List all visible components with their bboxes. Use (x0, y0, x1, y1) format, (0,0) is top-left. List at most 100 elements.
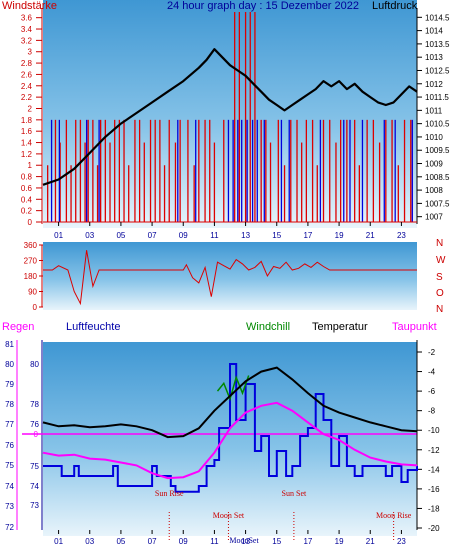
dewpoint-legend: Taupunkt (392, 321, 437, 333)
rain-tick-label: 73 (5, 502, 14, 511)
rain-tick-label: 75 (5, 461, 14, 470)
direction-tick-label: 270 (24, 257, 38, 266)
wind-tick-label: 2.2 (21, 93, 33, 102)
x-tick-label: 03 (85, 231, 94, 240)
rain-axis-title: Regen (2, 321, 34, 333)
humidity-tick-label: 73 (30, 501, 39, 510)
x-tick-label: 19 (335, 537, 344, 546)
x-tick-label: 21 (366, 537, 375, 546)
compass-label: N (436, 304, 443, 315)
event-label: Moon Rise (376, 511, 412, 520)
x-tick-label: 15 (272, 231, 281, 240)
temperature-line (42, 366, 418, 439)
windchill-legend: Windchill (246, 321, 290, 333)
x-tick-label: 11 (210, 537, 219, 546)
temperature-tick-label: -12 (428, 446, 440, 455)
wind-tick-label: 2 (28, 104, 33, 113)
pressure-tick-label: 1012.5 (425, 66, 450, 75)
wind-tick-label: 1 (28, 161, 33, 170)
wind-pressure-layer: 3.6 3.4 3.2 3 2.8 2.6 2.4 2.2 2 1.8 1.6 1.4 1.2 1 0.8 0… (21, 8, 450, 240)
x-tick-label: 17 (303, 231, 312, 240)
x-tick-label: 23 (397, 231, 406, 240)
pressure-axis-title: Luftdruck (372, 0, 418, 12)
temperature-tick-label: -4 (428, 368, 436, 377)
rain-tick-label: 76 (5, 441, 14, 450)
wind-direction-line (43, 250, 417, 306)
humidity-axis-title: Luftfeuchte (66, 321, 120, 333)
pressure-tick-label: 1007 (425, 213, 443, 222)
event-label: MoonSet (229, 536, 259, 545)
humidity-tick-label: 75 (30, 462, 39, 471)
x-tick-label: 07 (148, 537, 157, 546)
x-tick-label: 15 (272, 537, 281, 546)
pressure-tick-label: 1013.5 (425, 40, 450, 49)
temperature-tick-label: -14 (428, 465, 440, 474)
x-tick-label: 19 (335, 231, 344, 240)
temperature-tick-label: -6 (428, 387, 436, 396)
x-tick-label: 07 (148, 231, 157, 240)
rain-tick-label: 74 (5, 482, 14, 491)
windchill-line (216, 375, 250, 402)
wind-tick-label: 3 (28, 48, 33, 57)
wind-tick-label: 1.8 (21, 116, 33, 125)
wind-tick-label: 0.6 (21, 184, 33, 193)
temperature-tick-label: -18 (428, 504, 440, 513)
pressure-tick-label: 1011 (425, 106, 443, 115)
wind-tick-label: 0.8 (21, 173, 33, 182)
pressure-tick-label: 1009 (425, 160, 443, 169)
pressure-tick-label: 1008 (425, 186, 443, 195)
pressure-tick-label: 1013 (425, 53, 443, 62)
rain-tick-label: 79 (5, 380, 14, 389)
x-tick-label: 05 (116, 231, 125, 240)
wind-tick-label: 3.2 (21, 36, 33, 45)
rain-tick-label: 81 (5, 340, 14, 349)
wind-tick-label: 0 (28, 218, 33, 227)
x-tick-label: 09 (179, 231, 188, 240)
pressure-line (42, 48, 418, 186)
wind-tick-label: 1.2 (21, 150, 33, 159)
wind-tick-label: 1.4 (21, 139, 33, 148)
humidity-tick-label: 76 (30, 420, 39, 429)
wind-tick-label: 2.6 (21, 70, 33, 79)
x-tick-label: 01 (54, 537, 63, 546)
pressure-tick-label: 1010.5 (425, 120, 450, 129)
humidity-tick-label: 80 (30, 360, 39, 369)
humidity-line (43, 363, 418, 493)
pressure-tick-label: 1011.5 (425, 93, 449, 102)
wind-tick-label: 2.8 (21, 59, 33, 68)
direction-tick-label: 360 (24, 241, 38, 250)
pressure-tick-label: 1010 (425, 133, 443, 142)
x-tick-label: 23 (397, 537, 406, 546)
dewpoint-line (42, 401, 418, 480)
pressure-tick-label: 1012 (425, 80, 443, 89)
wind-tick-label: 0.4 (21, 195, 33, 204)
pressure-tick-label: 1007.5 (425, 199, 450, 208)
x-tick-label: 17 (303, 537, 312, 546)
x-tick-label: 13 (241, 537, 250, 546)
x-tick-label: 05 (116, 537, 125, 546)
wind-tick-label: 3.6 (21, 14, 33, 23)
compass-label: N (436, 238, 443, 249)
x-tick-label: 13 (241, 231, 250, 240)
temperature-tick-label: -16 (428, 485, 440, 494)
compass-label: W (436, 255, 446, 266)
x-tick-label: 11 (210, 231, 219, 240)
x-tick-label: 01 (54, 231, 63, 240)
pressure-tick-label: 1014 (425, 27, 443, 36)
plot-area-wind-direction (43, 242, 417, 310)
rain-tick-label: 80 (5, 360, 14, 369)
humidity-tick-label: 74 (30, 482, 39, 491)
compass-label: O (436, 288, 444, 299)
temperature-humidity-layer: 81 80 79 78 77 76 75 74 73 72 80 78 76 75 74 73 0 -2 -4 -6 -… (5, 340, 440, 546)
direction-tick-label: 90 (28, 288, 37, 297)
temperature-tick-label: -20 (428, 524, 440, 533)
temperature-tick-label: -8 (428, 407, 436, 416)
event-label: Sun Rise (155, 489, 184, 498)
x-tick-label: 09 (179, 537, 188, 546)
direction-tick-label: 0 (33, 303, 38, 312)
wind-tick-label: 1.6 (21, 127, 33, 136)
temperature-tick-label: -2 (428, 348, 436, 357)
x-tick-label: 03 (85, 537, 94, 546)
